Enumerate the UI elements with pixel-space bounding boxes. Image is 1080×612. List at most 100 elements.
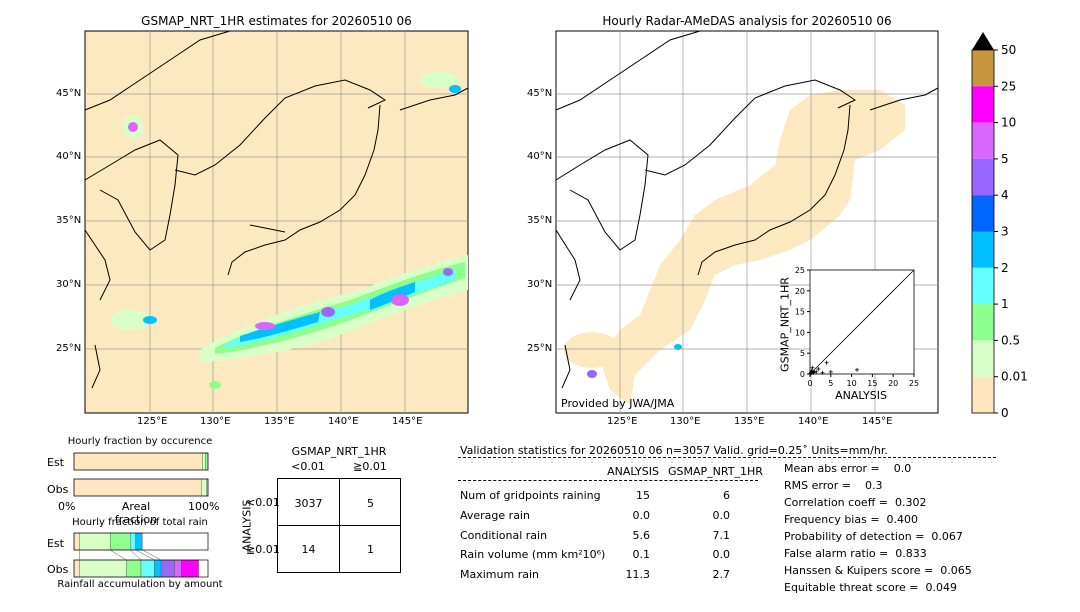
- y-tick-label: 25: [795, 266, 805, 275]
- contingency-col-header: ≧0.01: [353, 460, 387, 473]
- rain-row-label: Est: [47, 537, 64, 550]
- bar-segment: [109, 532, 131, 551]
- score-line: Mean abs error = 0.0: [784, 462, 912, 475]
- bar-segment: [140, 559, 155, 578]
- bar-segment: [202, 452, 206, 471]
- bar-segment: [135, 532, 143, 551]
- left-lon-label: 140°E: [328, 416, 359, 427]
- scatter-point: [810, 365, 815, 370]
- colorbar-label: 25: [1001, 79, 1016, 93]
- left-map-title: GSMAP_NRT_1HR estimates for 20260510 06: [141, 14, 412, 28]
- right-lat-label: 25°N: [527, 343, 553, 354]
- table-divider: [458, 480, 758, 481]
- occ-tick-right: 100%: [188, 500, 220, 513]
- contingency-cell: 1: [367, 543, 374, 556]
- score-line: Correlation coeff = 0.302: [784, 496, 927, 509]
- stat-analysis: 15: [636, 489, 650, 502]
- left-lat-label: 30°N: [56, 279, 82, 290]
- occ-row-label: Est: [47, 456, 64, 469]
- contingency-cell: 3037: [294, 497, 323, 510]
- col-analysis-header: ANALYSIS: [607, 465, 659, 478]
- total-rain-bars: [73, 532, 209, 578]
- stat-analysis: 0.1: [632, 548, 651, 561]
- stat-label: Maximum rain: [460, 568, 539, 581]
- colorbar-swatch: [972, 158, 994, 196]
- colorbar-label: 0.01: [1001, 370, 1028, 384]
- y-tick-label: 0: [800, 370, 805, 379]
- stat-gsmap: 0.0: [712, 548, 731, 561]
- x-tick-label: 15: [867, 379, 877, 388]
- bar-frame: [73, 452, 209, 471]
- bar-segment: [174, 559, 182, 578]
- stat-label: Num of gridpoints raining: [460, 489, 601, 502]
- stat-analysis: 5.6: [632, 529, 651, 542]
- bar-segment: [73, 478, 202, 497]
- scatter-point: [816, 367, 821, 372]
- left-lon-label: 145°E: [392, 416, 423, 427]
- left-lon-label: 135°E: [264, 416, 295, 427]
- bar-segment: [180, 559, 199, 578]
- left-map: [84, 30, 469, 414]
- bar-segment: [130, 532, 136, 551]
- right-map-title: Hourly Radar-AMeDAS analysis for 2026051…: [602, 14, 892, 28]
- score-line: False alarm ratio = 0.833: [784, 547, 927, 560]
- colorbar-swatch: [972, 304, 994, 341]
- colorbar-swatch: [972, 122, 994, 159]
- bar-frame: [73, 478, 209, 497]
- colorbar-swatch: [972, 231, 994, 268]
- one-to-one-line: [809, 269, 915, 375]
- bar-segment: [160, 559, 175, 578]
- x-tick-label: 0: [807, 379, 812, 388]
- colorbar-label: 0: [1001, 406, 1009, 420]
- right-lat-label: 30°N: [527, 279, 553, 290]
- stat-label: Conditional rain: [460, 529, 548, 542]
- score-line: Hanssen & Kuipers score = 0.065: [784, 564, 972, 577]
- y-tick-label: 20: [795, 287, 805, 296]
- y-tick-label: 10: [795, 328, 805, 337]
- contingency-cell: 14: [301, 543, 316, 556]
- scatter-point: [828, 369, 833, 374]
- left-lon-label: 130°E: [200, 416, 231, 427]
- occurrence-title: Hourly fraction by occurence: [67, 436, 213, 447]
- colorbar-label: 50: [1001, 43, 1016, 57]
- score-line: RMS error = 0.3: [784, 479, 883, 492]
- bar-segment: [205, 452, 209, 471]
- x-tick-label: 20: [888, 379, 898, 388]
- colorbar-label: 1: [1001, 297, 1009, 311]
- contingency-cell: 5: [367, 497, 374, 510]
- contingency-row-header: <0.01: [246, 496, 280, 509]
- scatter-point: [814, 369, 819, 374]
- score-line: Frequency bias = 0.400: [784, 513, 919, 526]
- contingency-table: 3037 5 14 1: [277, 478, 401, 573]
- colorbar-swatch: [972, 376, 994, 413]
- colorbar: 50 25 10 5 4 3 2 1 0.5 0.01 0: [971, 32, 1028, 420]
- scatter-plot: 0 5 10 15 20 25 0 5 10 15 20 25: [795, 266, 919, 388]
- scatter-point: [820, 370, 825, 375]
- x-tick-label: 5: [828, 379, 833, 388]
- stat-analysis: 0.0: [632, 509, 651, 522]
- colorbar-label: 10: [1001, 116, 1016, 130]
- occ-tick-left: 0%: [58, 500, 76, 513]
- stat-label: Rain volume (mm km²10⁶): [460, 548, 606, 561]
- validation-header: Validation statistics for 20260510 06 n=…: [460, 444, 888, 457]
- contingency-title: GSMAP_NRT_1HR: [291, 445, 387, 458]
- y-tick-label: 15: [795, 308, 805, 317]
- left-lat-label: 25°N: [56, 343, 82, 354]
- bar-connector: [142, 549, 162, 561]
- bar-frame: [73, 532, 209, 551]
- right-lat-label: 45°N: [527, 88, 553, 99]
- colorbar-swatch: [972, 267, 994, 305]
- stat-gsmap: 0.0: [712, 509, 731, 522]
- bar-segment: [201, 478, 207, 497]
- score-line: Probability of detection = 0.067: [784, 530, 963, 543]
- scatter-point: [809, 371, 814, 376]
- total-rain-title: Hourly fraction of total rain: [72, 517, 208, 528]
- score-line: Equitable threat score = 0.049: [784, 581, 957, 594]
- stat-gsmap: 6: [723, 489, 730, 502]
- stat-gsmap: 7.1: [712, 529, 731, 542]
- colorbar-swatch: [972, 195, 994, 232]
- right-lat-label: 35°N: [527, 215, 553, 226]
- scatter-point: [809, 368, 814, 373]
- colorbar-label: 3: [1001, 225, 1009, 239]
- right-lon-label: 130°E: [670, 416, 701, 427]
